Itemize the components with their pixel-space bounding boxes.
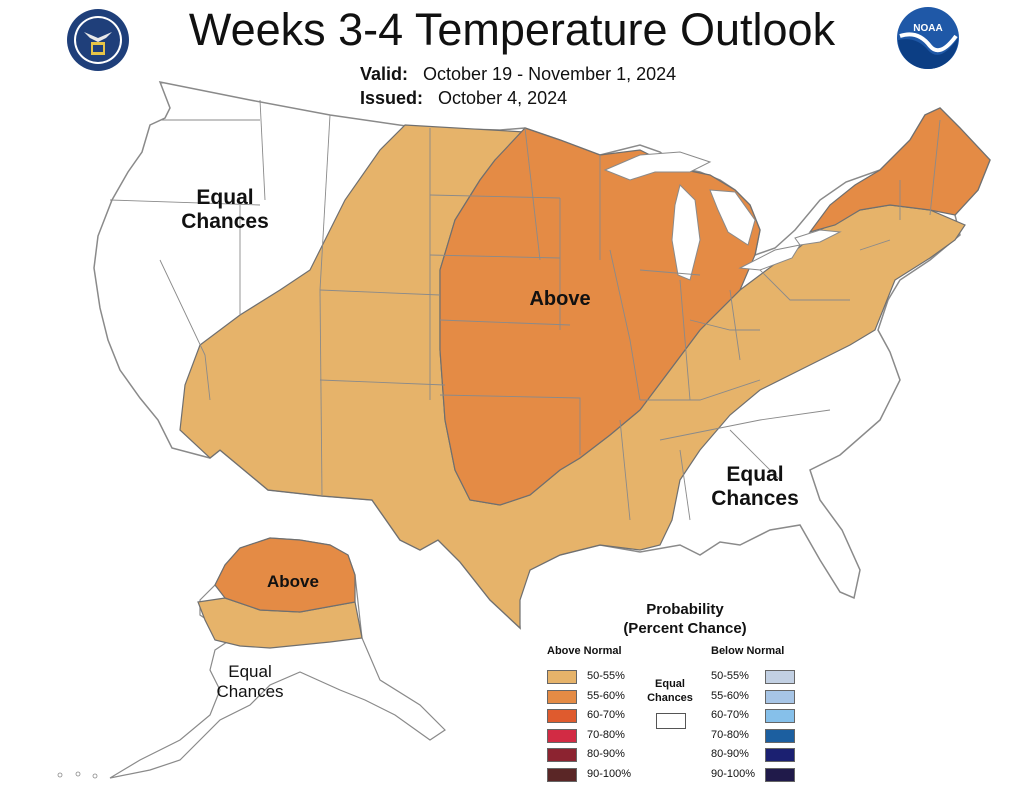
lake-erie <box>738 244 802 271</box>
legend-above-swatch <box>547 728 577 743</box>
legend-below-swatch <box>765 728 795 743</box>
legend-equal-chances-label: Equal Chances <box>647 678 693 704</box>
legend-above-label: 60-70% <box>587 709 625 721</box>
legend-below-swatch <box>765 767 795 782</box>
page-title: Weeks 3-4 Temperature Outlook <box>188 4 836 55</box>
label-equal-chances-alaska: Equal Chances <box>216 662 284 701</box>
legend-below-swatch <box>765 748 795 762</box>
noaa-logo-text: NOAA <box>913 23 942 34</box>
legend-below-swatch <box>765 709 795 723</box>
region-above-55-60-new-england <box>808 107 991 234</box>
department-of-commerce-seal-icon <box>67 9 129 71</box>
legend-below-swatch <box>765 689 795 704</box>
label-above-central: Above <box>529 288 591 310</box>
legend-above-header: Above Normal <box>547 645 622 657</box>
legend-below-label: 90-100% <box>711 767 756 780</box>
lake-superior <box>603 151 712 181</box>
legend-title-line1: Probability <box>646 601 724 618</box>
issued-label: Issued: <box>360 88 424 108</box>
legend-below-label: 55-60% <box>711 689 749 702</box>
legend-above-label: 55-60% <box>587 689 625 702</box>
label-equal-chances-west: Equal Chances <box>181 186 269 234</box>
noaa-logo-icon: NOAA <box>897 7 959 70</box>
legend-below-label: 80-90% <box>711 748 749 760</box>
label-equal-chances-southeast: Equal Chances <box>711 463 799 511</box>
aleutian-islands <box>57 771 98 779</box>
legend-above-swatch <box>547 670 577 684</box>
legend-above-swatch <box>547 767 577 782</box>
legend-above-swatch <box>547 748 577 762</box>
lake-ontario <box>794 229 842 246</box>
lake-huron <box>709 189 756 246</box>
legend-above-label: 70-80% <box>587 728 625 741</box>
legend-title: Probability (Percent Chance) <box>570 600 800 638</box>
issued-value: October 4, 2024 <box>438 88 568 108</box>
legend-above-label: 90-100% <box>587 767 632 780</box>
valid-dates: Valid: October 19 - November 1, 2024 <box>360 64 676 85</box>
legend-above-label: 50-55% <box>587 670 625 682</box>
legend-below-swatch <box>765 670 795 684</box>
region-above-55-60-alaska <box>214 537 356 613</box>
lake-michigan <box>671 184 701 281</box>
legend-above-swatch <box>547 689 577 704</box>
legend-above-swatch <box>547 709 577 723</box>
legend-equal-chances-swatch <box>656 713 686 729</box>
legend-title-line2: (Percent Chance) <box>623 620 747 637</box>
legend-above-label: 80-90% <box>587 748 625 760</box>
legend-below-label: 70-80% <box>711 728 749 741</box>
label-above-alaska: Above <box>267 572 319 591</box>
legend-below-label: 60-70% <box>711 709 749 721</box>
legend-below-label: 50-55% <box>711 670 749 682</box>
issued-date: Issued: October 4, 2024 <box>360 88 567 109</box>
legend-below-header: Below Normal <box>711 645 785 657</box>
state-borders <box>109 99 941 521</box>
valid-value: October 19 - November 1, 2024 <box>423 64 677 84</box>
valid-label: Valid: <box>360 64 409 84</box>
